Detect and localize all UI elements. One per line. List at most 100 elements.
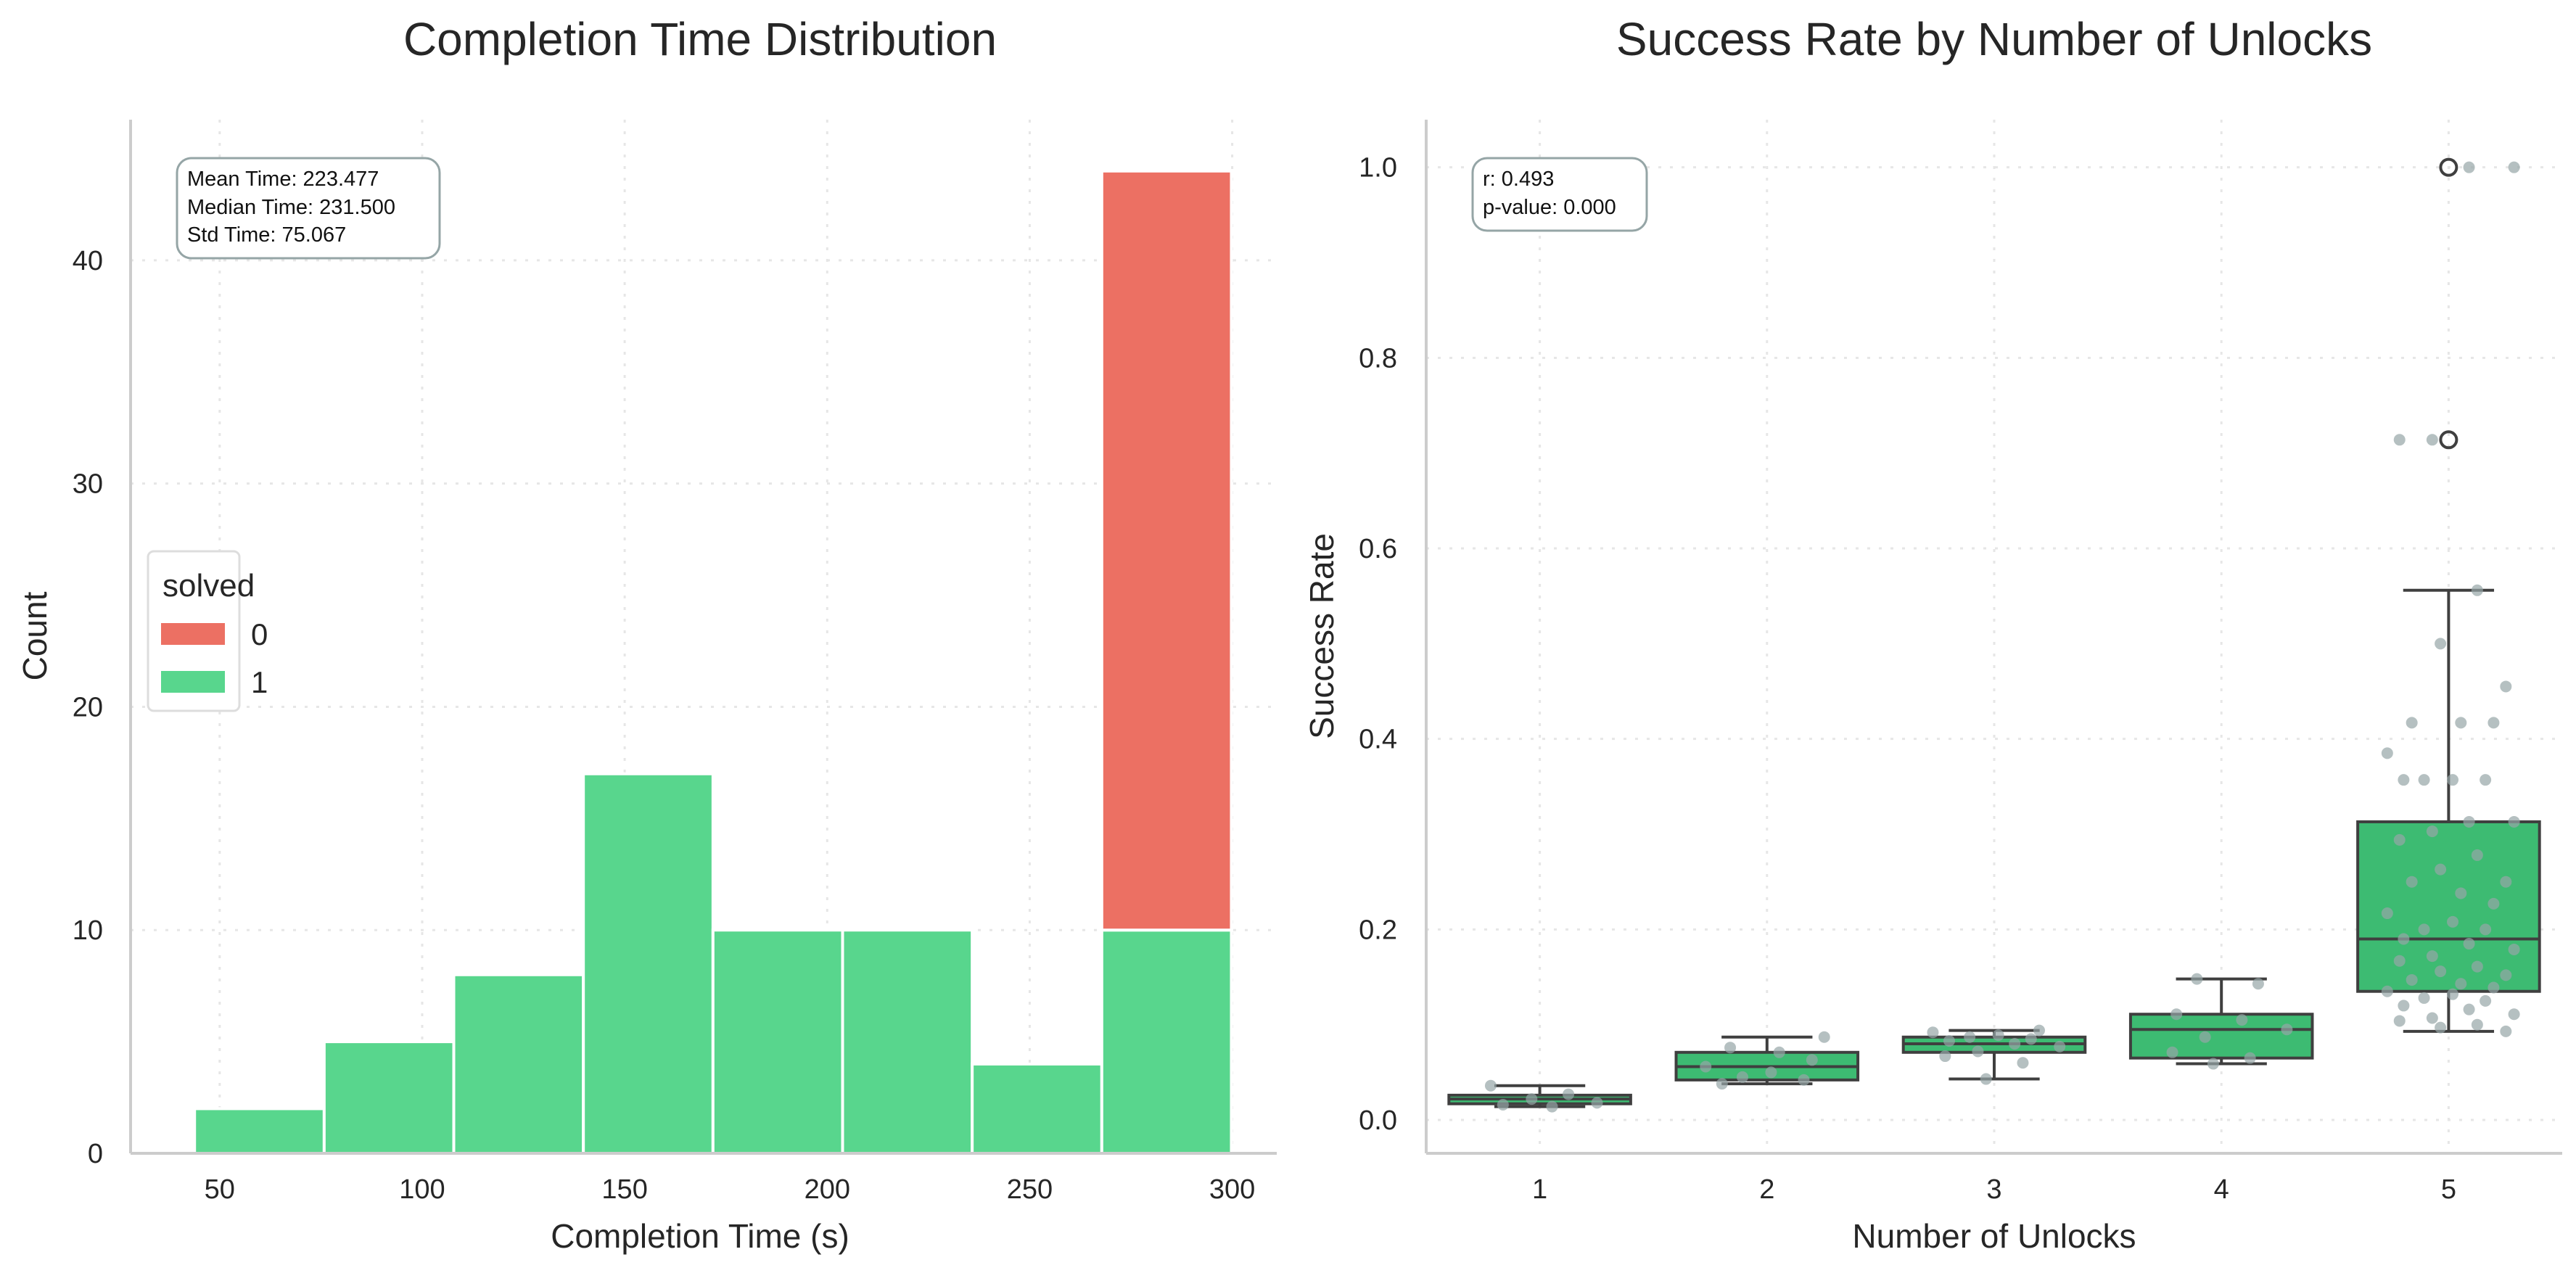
boxplot-x-tick-label: 5 xyxy=(2441,1174,2456,1205)
legend-swatch-1 xyxy=(161,671,225,693)
boxplot-data-point xyxy=(2463,815,2475,828)
histogram-y-ticks: 0 10 20 30 40 xyxy=(73,246,103,1169)
histogram-x-axis-label: Completion Time (s) xyxy=(551,1217,849,1255)
histogram-bar-solved-1 xyxy=(193,1107,326,1155)
p-value-text: p-value: 0.000 xyxy=(1483,196,1616,219)
boxplot-data-point xyxy=(1716,1078,1728,1090)
boxplot-data-point xyxy=(2447,988,2459,1000)
histogram-bar-solved-1 xyxy=(971,1062,1103,1155)
correlation-box xyxy=(1471,157,1648,232)
boxplot-boxes xyxy=(1447,157,2541,1108)
boxplot-y-tick-label: 0.6 xyxy=(1359,534,1397,564)
boxplot-data-point xyxy=(2381,985,2393,997)
boxplot-data-point xyxy=(2381,747,2393,759)
boxplot-data-point xyxy=(2471,849,2483,861)
boxplot-data-point xyxy=(2508,1008,2520,1021)
boxplot-data-point xyxy=(1484,1079,1497,1092)
boxplot-data-point xyxy=(2191,973,2203,985)
histogram-y-tick-label: 40 xyxy=(73,246,103,276)
boxplot-data-point xyxy=(1563,1088,1575,1100)
histogram-x-tick-label: 100 xyxy=(399,1174,445,1205)
boxplot-y-tick-label: 0.2 xyxy=(1359,915,1397,945)
histogram-bar-solved-1 xyxy=(322,1040,456,1155)
boxplot-data-point xyxy=(2435,1021,2447,1034)
boxplot-data-point xyxy=(2508,943,2520,955)
std-time-text: Std Time: 75.067 xyxy=(187,223,346,247)
boxplot-data-point xyxy=(2236,1014,2248,1026)
boxplot-data-point xyxy=(2281,1023,2293,1036)
histogram-bar-solved-1 xyxy=(711,928,844,1155)
boxplot-data-point xyxy=(1943,1035,1955,1047)
boxplot-data-point xyxy=(1939,1050,1951,1063)
boxplot-data-point xyxy=(2033,1024,2046,1037)
boxplot-data-point xyxy=(2244,1052,2256,1064)
histogram-y-axis-label: Count xyxy=(16,591,54,680)
boxplot-data-point xyxy=(2480,774,2492,786)
boxplot-data-point xyxy=(2207,1058,2219,1070)
boxplot-y-tick-label: 0.8 xyxy=(1359,343,1397,374)
boxplot-data-point xyxy=(1700,1060,1712,1073)
boxplot-x-tick-label: 1 xyxy=(1532,1174,1547,1205)
boxplot-data-point xyxy=(1546,1100,1558,1113)
boxplot-data-point xyxy=(2170,1008,2183,1021)
boxplot-data-point xyxy=(2426,434,2438,446)
boxplot-data-point xyxy=(2393,955,2406,967)
boxplot-data-point xyxy=(2455,978,2467,990)
boxplot-data-point xyxy=(2054,1040,2066,1052)
boxplot-flier xyxy=(2439,157,2458,177)
boxplot-data-point xyxy=(2381,907,2393,920)
histogram-title: Completion Time Distribution xyxy=(403,13,997,65)
histogram-bar-solved-1 xyxy=(841,928,974,1155)
histogram-y-tick-label: 30 xyxy=(73,469,103,500)
boxplot-data-point xyxy=(2500,876,2512,888)
histogram-y-tick-label: 10 xyxy=(73,915,103,946)
boxplot-data-point xyxy=(1526,1093,1538,1105)
histogram-y-tick-label: 0 xyxy=(88,1139,103,1169)
boxplot-data-point xyxy=(2471,960,2483,973)
boxplot-data-point xyxy=(2463,938,2475,950)
mean-time-text: Mean Time: 223.477 xyxy=(187,168,379,191)
boxplot-x-tick-label: 2 xyxy=(1759,1174,1774,1205)
histogram-stats-annotation: Mean Time: 223.477 Median Time: 231.500 … xyxy=(176,157,441,260)
boxplot-data-point xyxy=(2463,1003,2475,1015)
boxplot-x-tick-label: 4 xyxy=(2214,1174,2229,1205)
boxplot-box-4 xyxy=(2128,1013,2314,1060)
legend-label-1: 1 xyxy=(251,665,268,699)
boxplot-y-tick-label: 1.0 xyxy=(1359,153,1397,184)
boxplot-data-point xyxy=(2406,717,2418,729)
histogram-x-tick-label: 200 xyxy=(805,1174,850,1205)
boxplot-data-point xyxy=(2447,774,2459,786)
median-time-text: Median Time: 231.500 xyxy=(187,196,395,219)
boxplot-y-tick-label: 0.0 xyxy=(1359,1105,1397,1136)
boxplot-data-point xyxy=(2471,584,2483,596)
boxplot-x-axis-label: Number of Unlocks xyxy=(1852,1217,2136,1255)
boxplot-data-point xyxy=(1591,1097,1603,1109)
histogram-bar-solved-1 xyxy=(1100,928,1233,1155)
boxplot-data-point xyxy=(2487,717,2500,729)
boxplot-data-point xyxy=(2447,915,2459,928)
boxplot-box-5 xyxy=(2356,820,2541,993)
boxplot-data-point xyxy=(2426,950,2438,963)
boxplot-data-point xyxy=(1724,1042,1737,1054)
boxplot-data-point xyxy=(2455,887,2467,899)
boxplot-data-point xyxy=(1818,1031,1830,1043)
boxplot-flier xyxy=(2439,430,2458,450)
boxplot-x-tick-label: 3 xyxy=(1986,1174,2001,1205)
boxplot-data-point xyxy=(2418,774,2430,786)
boxplot-data-point xyxy=(2455,717,2467,729)
boxplot-data-point xyxy=(2418,992,2430,1004)
boxplot-data-point xyxy=(1964,1031,1976,1043)
boxplot-data-point xyxy=(2500,680,2512,693)
boxplot-data-point xyxy=(1798,1074,1810,1086)
histogram-legend: solved 0 1 xyxy=(147,550,268,712)
histogram-bars xyxy=(193,169,1233,1155)
boxplot-data-point xyxy=(2471,1018,2483,1031)
boxplot-data-point xyxy=(2166,1046,2178,1058)
boxplot-data-point xyxy=(2435,965,2447,978)
correlation-annotation: r: 0.493 p-value: 0.000 xyxy=(1471,157,1648,232)
boxplot-data-point xyxy=(1806,1054,1818,1066)
histogram-x-ticks: 50 100 150 200 250 300 xyxy=(205,1174,1256,1205)
boxplot-data-point xyxy=(2487,981,2500,994)
